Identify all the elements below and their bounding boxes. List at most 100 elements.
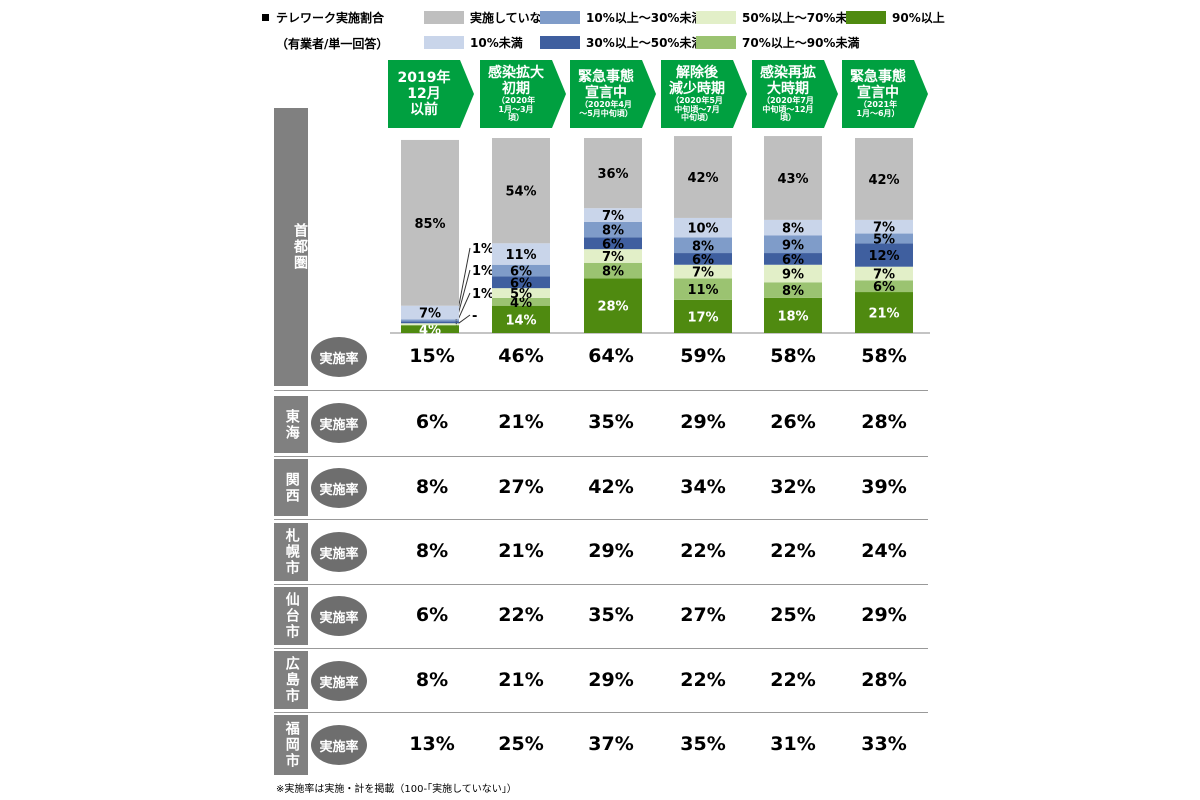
footnote: ※実施率は実施・計を掲載（100-｢実施していない｣） [276, 784, 517, 795]
data-label: 11% [505, 248, 536, 263]
bar-segment [584, 262, 642, 279]
rate-value: 21% [498, 669, 544, 691]
rate-badge: 実施率 [311, 596, 367, 636]
bar-segment [674, 136, 732, 218]
row-divider [274, 648, 928, 649]
data-label: 1% [472, 264, 494, 279]
rate-value: 8% [415, 669, 449, 691]
data-label: 6% [873, 280, 895, 295]
data-label: 8% [602, 224, 624, 239]
data-label: 6% [510, 276, 532, 291]
rate-badge: 実施率 [311, 532, 367, 572]
data-label: 7% [602, 209, 624, 224]
rate-value: 8% [415, 476, 449, 498]
data-label: 54% [505, 185, 536, 200]
bar-segment [855, 233, 913, 244]
legend-swatch-70-90 [696, 36, 736, 49]
rate-value: 64% [588, 345, 634, 367]
bar-segment [492, 297, 550, 306]
data-label: 6% [602, 237, 624, 252]
rate-value: 13% [409, 733, 455, 755]
rate-value: 25% [498, 733, 544, 755]
row-divider [274, 712, 928, 713]
data-label: 4% [510, 296, 532, 311]
phase-title: 緊急事態 宣言中 [578, 69, 634, 102]
bar-segment [764, 253, 822, 265]
data-label: 43% [777, 172, 808, 187]
bar-segment [764, 219, 822, 236]
data-label: 1% [472, 287, 494, 302]
data-label: 42% [687, 171, 718, 186]
data-label: 8% [782, 222, 804, 237]
rate-value: 22% [498, 604, 544, 626]
rate-value: 35% [680, 733, 726, 755]
bar-segment [764, 282, 822, 298]
rate-value: 59% [680, 345, 726, 367]
data-label: 7% [692, 266, 714, 281]
data-label: 85% [414, 217, 445, 232]
data-label: 28% [597, 300, 628, 315]
rate-badge: 実施率 [311, 337, 367, 377]
data-label: 5% [510, 287, 532, 302]
phase-title: 解除後 減少時期 [669, 64, 725, 97]
data-label: 6% [782, 253, 804, 268]
phase-period: （2020年5月 中旬頃～7月 中旬頃） [671, 95, 723, 123]
rate-value: 6% [415, 604, 449, 626]
data-label: 12% [868, 249, 899, 264]
bar-segment [584, 249, 642, 263]
phase-period: （2021年 1月～6月） [856, 100, 900, 119]
bar-segment [401, 325, 459, 333]
rate-value: 21% [498, 411, 544, 433]
bar-segment [855, 219, 913, 234]
bar-segment [492, 276, 550, 289]
bar-segment [492, 138, 550, 244]
region-label-fukuoka: 福岡市 [274, 715, 308, 775]
rate-badge: 実施率 [311, 725, 367, 765]
phase-arrow: 緊急事態 宣言中 （2021年 1月～6月） [842, 60, 930, 128]
bar-segment [401, 305, 459, 320]
bar-segment [492, 243, 550, 265]
data-label: - [472, 309, 477, 324]
rate-value: 29% [588, 540, 634, 562]
data-label: 8% [692, 239, 714, 254]
rate-value: 15% [409, 345, 455, 367]
row-divider [274, 390, 928, 391]
rate-value: 22% [680, 669, 726, 691]
legend-label-30-50: 30%以上～50%未満 [586, 36, 704, 50]
rate-value: 27% [680, 604, 726, 626]
region-label-hiroshima: 広島市 [274, 651, 308, 709]
bar-segment [401, 321, 459, 324]
bar-segment [584, 138, 642, 209]
data-label: 9% [782, 268, 804, 283]
row-divider [274, 456, 928, 457]
data-label: 8% [782, 284, 804, 299]
data-label: 7% [873, 268, 895, 283]
rate-value: 35% [588, 411, 634, 433]
data-label: 1% [472, 242, 494, 257]
legend-label-70-90: 70%以上～90%未満 [742, 36, 860, 50]
phase-arrow: 2019年 12月 以前 [388, 60, 476, 128]
rate-value: 24% [861, 540, 907, 562]
rate-value: 25% [770, 604, 816, 626]
rate-value: 27% [498, 476, 544, 498]
bar-segment [584, 237, 642, 250]
data-label: 6% [692, 253, 714, 268]
rate-value: 26% [770, 411, 816, 433]
bar-segment [764, 297, 822, 333]
data-label: 11% [687, 283, 718, 298]
legend-label-under10: 10%未満 [470, 36, 523, 50]
rate-value: 46% [498, 345, 544, 367]
data-label: 9% [782, 238, 804, 253]
bar-segment [492, 288, 550, 298]
bar-segment [674, 217, 732, 238]
region-label-sendai: 仙台市 [274, 587, 308, 645]
data-label: 10% [687, 222, 718, 237]
bar-segment [674, 253, 732, 265]
legend-title: テレワーク実施割合 [276, 11, 385, 25]
legend-label-10-30: 10%以上～30%未満 [586, 11, 704, 25]
phase-period: （2020年 1月～3月 頃） [496, 95, 536, 123]
legend-swatch-none [424, 11, 464, 24]
rate-value: 22% [680, 540, 726, 562]
data-label: 7% [419, 307, 441, 322]
rate-value: 22% [770, 669, 816, 691]
